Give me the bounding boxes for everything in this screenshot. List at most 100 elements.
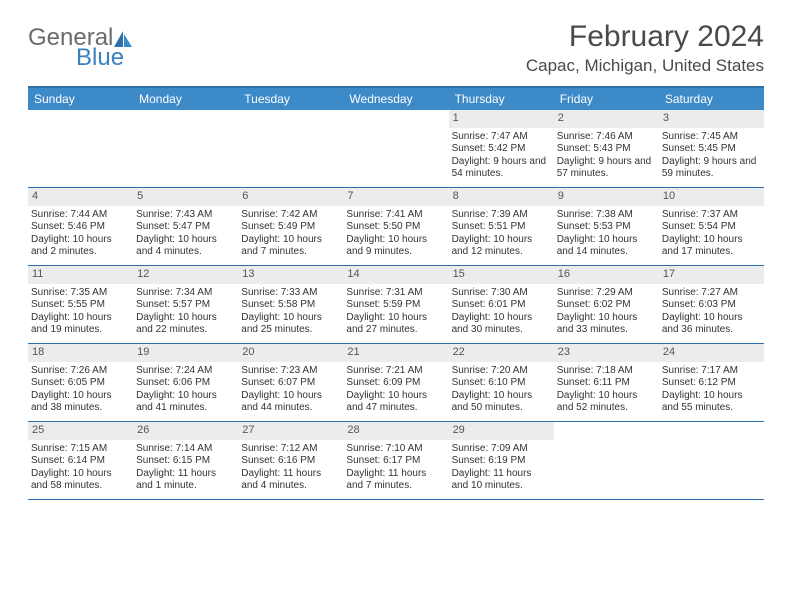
sunset-text: Sunset: 6:01 PM <box>452 299 551 312</box>
day-number: 8 <box>449 188 554 206</box>
sunset-text: Sunset: 5:51 PM <box>452 221 551 234</box>
sunrise-text: Sunrise: 7:31 AM <box>346 287 445 300</box>
daylight-text: Daylight: 10 hours and 2 minutes. <box>31 234 130 259</box>
day-cell: 22Sunrise: 7:20 AMSunset: 6:10 PMDayligh… <box>449 344 554 421</box>
day-cell: 16Sunrise: 7:29 AMSunset: 6:02 PMDayligh… <box>554 266 659 343</box>
day-number: 10 <box>659 188 764 206</box>
sunrise-text: Sunrise: 7:43 AM <box>136 209 235 222</box>
day-cell: 28Sunrise: 7:10 AMSunset: 6:17 PMDayligh… <box>343 422 448 499</box>
daylight-text: Daylight: 10 hours and 4 minutes. <box>136 234 235 259</box>
sunrise-text: Sunrise: 7:37 AM <box>662 209 761 222</box>
daylight-text: Daylight: 11 hours and 1 minute. <box>136 468 235 493</box>
sunrise-text: Sunrise: 7:39 AM <box>452 209 551 222</box>
day-number: 1 <box>449 110 554 128</box>
day-number: 13 <box>238 266 343 284</box>
day-cell <box>343 110 448 187</box>
day-cell <box>554 422 659 499</box>
sunset-text: Sunset: 6:10 PM <box>452 377 551 390</box>
day-cell: 26Sunrise: 7:14 AMSunset: 6:15 PMDayligh… <box>133 422 238 499</box>
daylight-text: Daylight: 10 hours and 17 minutes. <box>662 234 761 259</box>
sunrise-text: Sunrise: 7:18 AM <box>557 365 656 378</box>
daylight-text: Daylight: 10 hours and 52 minutes. <box>557 390 656 415</box>
day-number: 27 <box>238 422 343 440</box>
day-number: 21 <box>343 344 448 362</box>
daylight-text: Daylight: 9 hours and 57 minutes. <box>557 156 656 181</box>
day-cell: 10 Sunrise: 7:37 AMSunset: 5:54 PMDayligh… <box>659 188 764 265</box>
sunrise-text: Sunrise: 7:38 AM <box>557 209 656 222</box>
sunset-text: Sunset: 6:12 PM <box>662 377 761 390</box>
sunset-text: Sunset: 5:42 PM <box>452 143 551 156</box>
header: GeneralBlue February 2024 Capac, Michiga… <box>28 20 764 76</box>
daylight-text: Daylight: 10 hours and 44 minutes. <box>241 390 340 415</box>
sunset-text: Sunset: 5:59 PM <box>346 299 445 312</box>
week-row: 4Sunrise: 7:44 AMSunset: 5:46 PMDaylight… <box>28 188 764 266</box>
sunset-text: Sunset: 6:09 PM <box>346 377 445 390</box>
sunrise-text: Sunrise: 7:27 AM <box>662 287 761 300</box>
day-cell: 9Sunrise: 7:38 AMSunset: 5:53 PMDaylight… <box>554 188 659 265</box>
weeks-container: 1Sunrise: 7:47 AMSunset: 5:42 PMDaylight… <box>28 110 764 500</box>
day-cell: 8 Sunrise: 7:39 AMSunset: 5:51 PMDaylight… <box>449 188 554 265</box>
daylight-text: Daylight: 10 hours and 9 minutes. <box>346 234 445 259</box>
sunrise-text: Sunrise: 7:30 AM <box>452 287 551 300</box>
day-header: Saturday <box>659 88 764 110</box>
day-cell <box>659 422 764 499</box>
day-number: 7 <box>343 188 448 206</box>
sunset-text: Sunset: 5:43 PM <box>557 143 656 156</box>
day-number: 22 <box>449 344 554 362</box>
day-cell: 23Sunrise: 7:18 AMSunset: 6:11 PMDayligh… <box>554 344 659 421</box>
sunrise-text: Sunrise: 7:17 AM <box>662 365 761 378</box>
sunset-text: Sunset: 6:07 PM <box>241 377 340 390</box>
sunset-text: Sunset: 6:16 PM <box>241 455 340 468</box>
day-cell <box>238 110 343 187</box>
sunrise-text: Sunrise: 7:24 AM <box>136 365 235 378</box>
daylight-text: Daylight: 10 hours and 12 minutes. <box>452 234 551 259</box>
sunset-text: Sunset: 5:47 PM <box>136 221 235 234</box>
sunset-text: Sunset: 6:05 PM <box>31 377 130 390</box>
daylight-text: Daylight: 9 hours and 54 minutes. <box>452 156 551 181</box>
week-row: 11Sunrise: 7:35 AMSunset: 5:55 PMDayligh… <box>28 266 764 344</box>
sunset-text: Sunset: 5:54 PM <box>662 221 761 234</box>
daylight-text: Daylight: 10 hours and 47 minutes. <box>346 390 445 415</box>
daylight-text: Daylight: 10 hours and 30 minutes. <box>452 312 551 337</box>
day-cell: 20 Sunrise: 7:23 AMSunset: 6:07 PMDayligh… <box>238 344 343 421</box>
day-cell: 7Sunrise: 7:41 AMSunset: 5:50 PMDaylight… <box>343 188 448 265</box>
day-cell: 18Sunrise: 7:26 AMSunset: 6:05 PMDayligh… <box>28 344 133 421</box>
daylight-text: Daylight: 10 hours and 58 minutes. <box>31 468 130 493</box>
sunset-text: Sunset: 6:03 PM <box>662 299 761 312</box>
sunset-text: Sunset: 5:57 PM <box>136 299 235 312</box>
day-cell <box>133 110 238 187</box>
day-cell: 15 Sunrise: 7:30 AMSunset: 6:01 PMDayligh… <box>449 266 554 343</box>
day-number: 18 <box>28 344 133 362</box>
sunrise-text: Sunrise: 7:29 AM <box>557 287 656 300</box>
brand-logo: GeneralBlue <box>28 20 133 70</box>
day-header: Sunday <box>28 88 133 110</box>
day-cell: 6Sunrise: 7:42 AMSunset: 5:49 PMDaylight… <box>238 188 343 265</box>
sunset-text: Sunset: 5:53 PM <box>557 221 656 234</box>
daylight-text: Daylight: 10 hours and 22 minutes. <box>136 312 235 337</box>
day-header: Friday <box>554 88 659 110</box>
calendar-page: GeneralBlue February 2024 Capac, Michiga… <box>0 0 792 510</box>
daylight-text: Daylight: 10 hours and 55 minutes. <box>662 390 761 415</box>
day-header: Thursday <box>449 88 554 110</box>
day-cell <box>28 110 133 187</box>
title-block: February 2024 Capac, Michigan, United St… <box>526 20 764 76</box>
day-cell: 14Sunrise: 7:31 AMSunset: 5:59 PMDayligh… <box>343 266 448 343</box>
sunset-text: Sunset: 6:11 PM <box>557 377 656 390</box>
day-number: 20 <box>238 344 343 362</box>
sunrise-text: Sunrise: 7:45 AM <box>662 131 761 144</box>
day-number: 29 <box>449 422 554 440</box>
day-number: 2 <box>554 110 659 128</box>
day-number: 12 <box>133 266 238 284</box>
daylight-text: Daylight: 10 hours and 41 minutes. <box>136 390 235 415</box>
day-number: 6 <box>238 188 343 206</box>
daylight-text: Daylight: 10 hours and 36 minutes. <box>662 312 761 337</box>
day-number: 19 <box>133 344 238 362</box>
day-number: 9 <box>554 188 659 206</box>
sunrise-text: Sunrise: 7:23 AM <box>241 365 340 378</box>
sunrise-text: Sunrise: 7:10 AM <box>346 443 445 456</box>
sunrise-text: Sunrise: 7:14 AM <box>136 443 235 456</box>
day-cell: 1Sunrise: 7:47 AMSunset: 5:42 PMDaylight… <box>449 110 554 187</box>
sunset-text: Sunset: 6:19 PM <box>452 455 551 468</box>
day-number: 4 <box>28 188 133 206</box>
day-number: 15 <box>449 266 554 284</box>
